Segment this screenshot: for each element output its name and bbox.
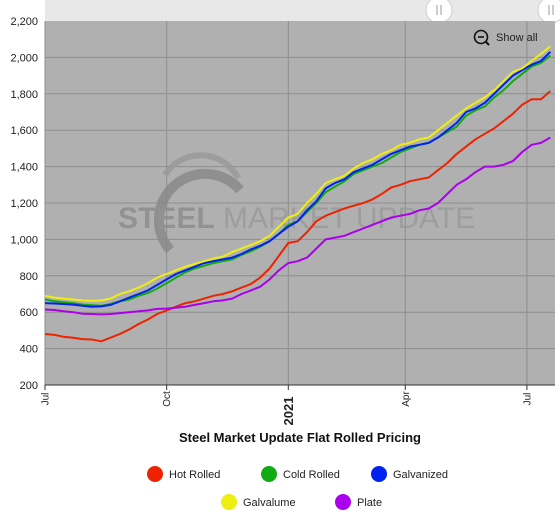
legend-item-hot-rolled[interactable]: Hot Rolled [147, 466, 220, 482]
svg-text:STEEL MARKET UPDATE: STEEL MARKET UPDATE [118, 202, 475, 235]
series-line-plate [45, 136, 551, 316]
legend-label: Hot Rolled [169, 469, 220, 481]
legend-marker [335, 494, 351, 510]
y-tick-label: 1,000 [10, 234, 38, 246]
x-tick-label: 2021 [281, 397, 296, 426]
chart-title: Steel Market Update Flat Rolled Pricing [179, 430, 421, 445]
legend-label: Galvanized [393, 469, 448, 481]
y-tick-label: 600 [20, 307, 38, 319]
navigator-handle-left[interactable] [425, 0, 453, 24]
watermark-light: MARKET UPDATE [215, 202, 476, 235]
legend-marker [147, 466, 163, 482]
y-tick-label: 1,600 [10, 125, 38, 137]
logo-swoosh-icon [153, 168, 244, 254]
legend-label: Cold Rolled [283, 469, 340, 481]
legend-item-galvanized[interactable]: Galvanized [371, 466, 448, 482]
series-lines [45, 45, 551, 343]
series-line-galvanized [45, 51, 551, 308]
watermark-bold: STEEL [118, 202, 215, 235]
x-tick-label: Apr [401, 391, 412, 407]
legend-marker [261, 466, 277, 482]
show-all-button[interactable]: Show all [468, 26, 550, 48]
x-tick-label: Jul [41, 393, 52, 406]
show-all-label: Show all [496, 32, 538, 44]
y-axis-ticks: 200 400 600 800 1,000 1,200 1,400 1,600 1,800 2,0… [10, 16, 38, 392]
y-tick-label: 2,200 [10, 16, 38, 28]
legend-marker [371, 466, 387, 482]
x-tick-label: Jul [522, 393, 533, 406]
y-tick-label: 800 [20, 271, 38, 283]
y-tick-label: 1,800 [10, 89, 38, 101]
legend-label: Plate [357, 497, 382, 509]
y-tick-label: 200 [20, 380, 38, 392]
x-tick-label: Oct [162, 391, 173, 407]
y-tick-label: 2,000 [10, 52, 38, 64]
zoom-out-icon [473, 29, 490, 46]
legend-item-galvalume[interactable]: Galvalume [221, 494, 296, 510]
legend: Hot Rolled Cold Rolled Galvanized Galvalume… [147, 466, 448, 510]
y-tick-label: 400 [20, 344, 38, 356]
legend-item-plate[interactable]: Plate [335, 494, 382, 510]
legend-marker [221, 494, 237, 510]
y-tick-label: 1,400 [10, 162, 38, 174]
navigator-strip[interactable] [45, 0, 560, 21]
series-line-galvalume [45, 45, 551, 302]
legend-item-cold-rolled[interactable]: Cold Rolled [261, 466, 340, 482]
legend-label: Galvalume [243, 497, 296, 509]
series-line-hot-rolled [45, 90, 551, 343]
x-axis-ticks: Jul Oct 2021 Apr Jul [41, 385, 533, 426]
y-tick-label: 1,200 [10, 198, 38, 210]
